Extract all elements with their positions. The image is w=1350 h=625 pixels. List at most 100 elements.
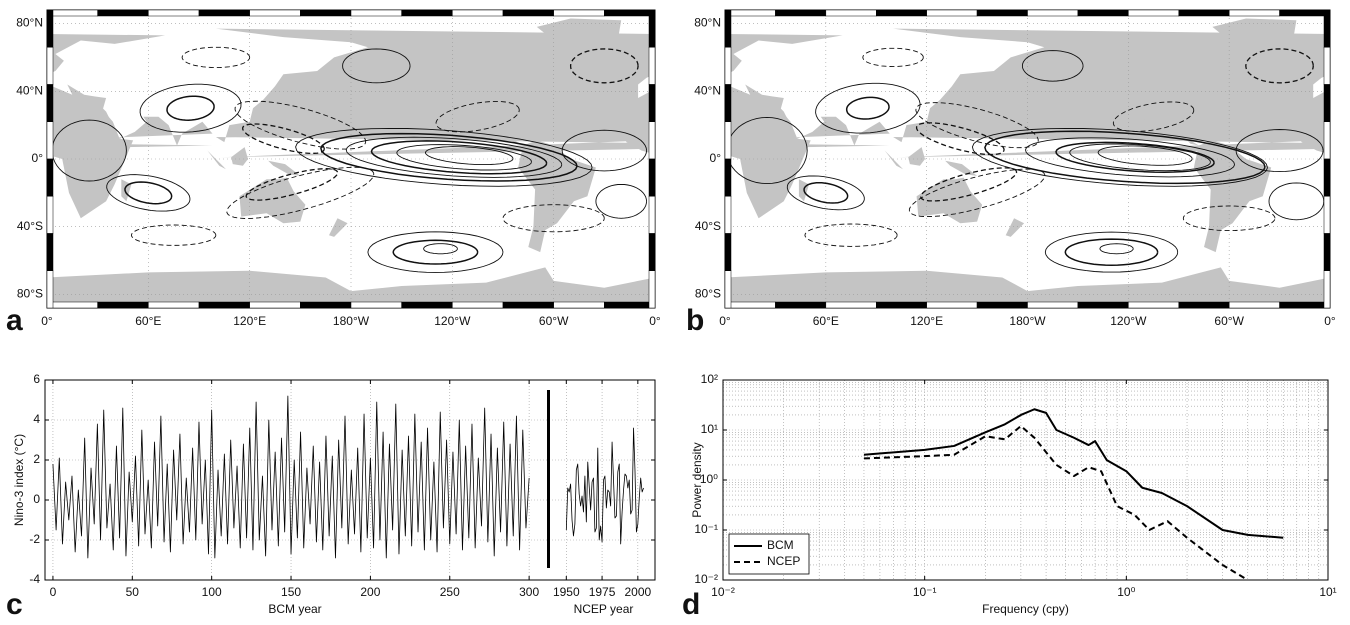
- frame-segment: [46, 121, 54, 160]
- frame-segment: [648, 233, 656, 271]
- y-axis-label: Nino-3 index (°C): [12, 434, 26, 526]
- contour: [367, 231, 504, 273]
- x-tick-label: 180°W: [333, 314, 370, 328]
- land: [1330, 267, 1350, 320]
- series-line: [863, 425, 1249, 581]
- y-tick-label: 4: [33, 412, 40, 426]
- contour: [234, 100, 367, 150]
- frame-segment: [300, 301, 352, 309]
- frame-segment: [350, 301, 402, 309]
- contour: [1099, 243, 1134, 255]
- frame-segment: [724, 233, 732, 271]
- land: [908, 147, 925, 166]
- frame-segment: [198, 301, 250, 309]
- contour: [320, 132, 578, 182]
- frame-segment: [1323, 158, 1331, 197]
- frame-segment: [1323, 270, 1331, 309]
- frame-segment: [1323, 233, 1331, 271]
- series-line: [863, 408, 1284, 539]
- frame-segment: [876, 9, 927, 17]
- contour: [106, 174, 191, 212]
- land: [1044, 35, 1238, 146]
- frame-segment: [724, 301, 776, 309]
- frame-segment: [724, 121, 732, 160]
- y-tick-label: 40°N: [694, 83, 721, 97]
- y-tick-label: 10⁻¹: [694, 522, 718, 536]
- x-tick-label: 200: [360, 585, 380, 599]
- frame-segment: [724, 84, 732, 122]
- frame-segment: [452, 301, 504, 309]
- legend-label: NCEP: [767, 554, 800, 568]
- y-tick-label: 0°: [32, 151, 44, 165]
- x-tick-label: 1975: [589, 585, 616, 599]
- frame-segment: [876, 301, 927, 309]
- frame-segment: [1077, 301, 1129, 309]
- x-tick-label: 120°E: [910, 314, 943, 328]
- frame-segment: [1128, 301, 1180, 309]
- x2-axis-label: NCEP year: [574, 602, 634, 616]
- y-tick-label: 10¹: [701, 422, 718, 436]
- x-tick-label: 120°E: [233, 314, 266, 328]
- x-tick-label: 0°: [649, 314, 661, 328]
- contour: [845, 96, 890, 120]
- frame-segment: [46, 301, 98, 309]
- x-tick-label: 60°E: [813, 314, 839, 328]
- frame-segment: [1128, 9, 1180, 17]
- contour: [971, 127, 1268, 187]
- contour: [569, 48, 639, 84]
- contour: [1021, 50, 1084, 82]
- land: [1005, 218, 1025, 237]
- frame-segment: [249, 9, 301, 17]
- frame-segment: [1077, 9, 1129, 17]
- contour: [370, 140, 548, 175]
- contour: [1112, 101, 1195, 132]
- frame-segment: [46, 9, 54, 48]
- frame-segment: [604, 301, 656, 309]
- x-tick-label: 120°W: [1110, 314, 1147, 328]
- contour: [345, 136, 563, 178]
- frame-segment: [648, 196, 656, 234]
- contour: [1268, 182, 1325, 221]
- land: [1193, 140, 1272, 253]
- frame-segment: [1228, 301, 1280, 309]
- frame-segment: [46, 233, 54, 271]
- y-tick-label: 80°S: [695, 287, 721, 301]
- y-tick-label: 10²: [701, 372, 718, 386]
- frame-segment: [648, 158, 656, 197]
- x-tick-label: 180°W: [1009, 314, 1046, 328]
- plot-frame: [722, 379, 1329, 581]
- land: [268, 160, 301, 176]
- land: [725, 33, 890, 149]
- frame-segment: [452, 9, 504, 17]
- contour: [242, 123, 325, 155]
- contour: [1069, 143, 1211, 172]
- map-area: [47, 10, 655, 308]
- y-tick-label: 2: [33, 452, 40, 466]
- frame-segment: [775, 301, 827, 309]
- plot-area: [45, 380, 655, 580]
- frame-segment: [148, 9, 200, 17]
- y-tick-label: 10⁰: [700, 472, 718, 486]
- land: [884, 150, 904, 170]
- y-tick-label: -4: [29, 572, 40, 586]
- contour: [920, 167, 1018, 202]
- contour: [423, 243, 458, 255]
- contour: [915, 122, 1005, 156]
- panel-label: c: [6, 588, 23, 621]
- frame-segment: [724, 196, 732, 234]
- x-tick-label: 50: [126, 585, 140, 599]
- land: [536, 18, 622, 58]
- frame-segment: [401, 301, 453, 309]
- frame-segment: [97, 301, 149, 309]
- frame-segment: [1323, 121, 1331, 160]
- x-tick-label: 0°: [719, 314, 731, 328]
- frame-segment: [1027, 301, 1079, 309]
- frame-segment: [1279, 9, 1331, 17]
- contour: [130, 224, 217, 246]
- frame-segment: [724, 9, 776, 17]
- frame-segment: [648, 9, 656, 48]
- y-tick-label: 80°S: [17, 287, 43, 301]
- frame-segment: [198, 9, 250, 17]
- contour: [786, 175, 865, 211]
- contour: [1025, 137, 1236, 178]
